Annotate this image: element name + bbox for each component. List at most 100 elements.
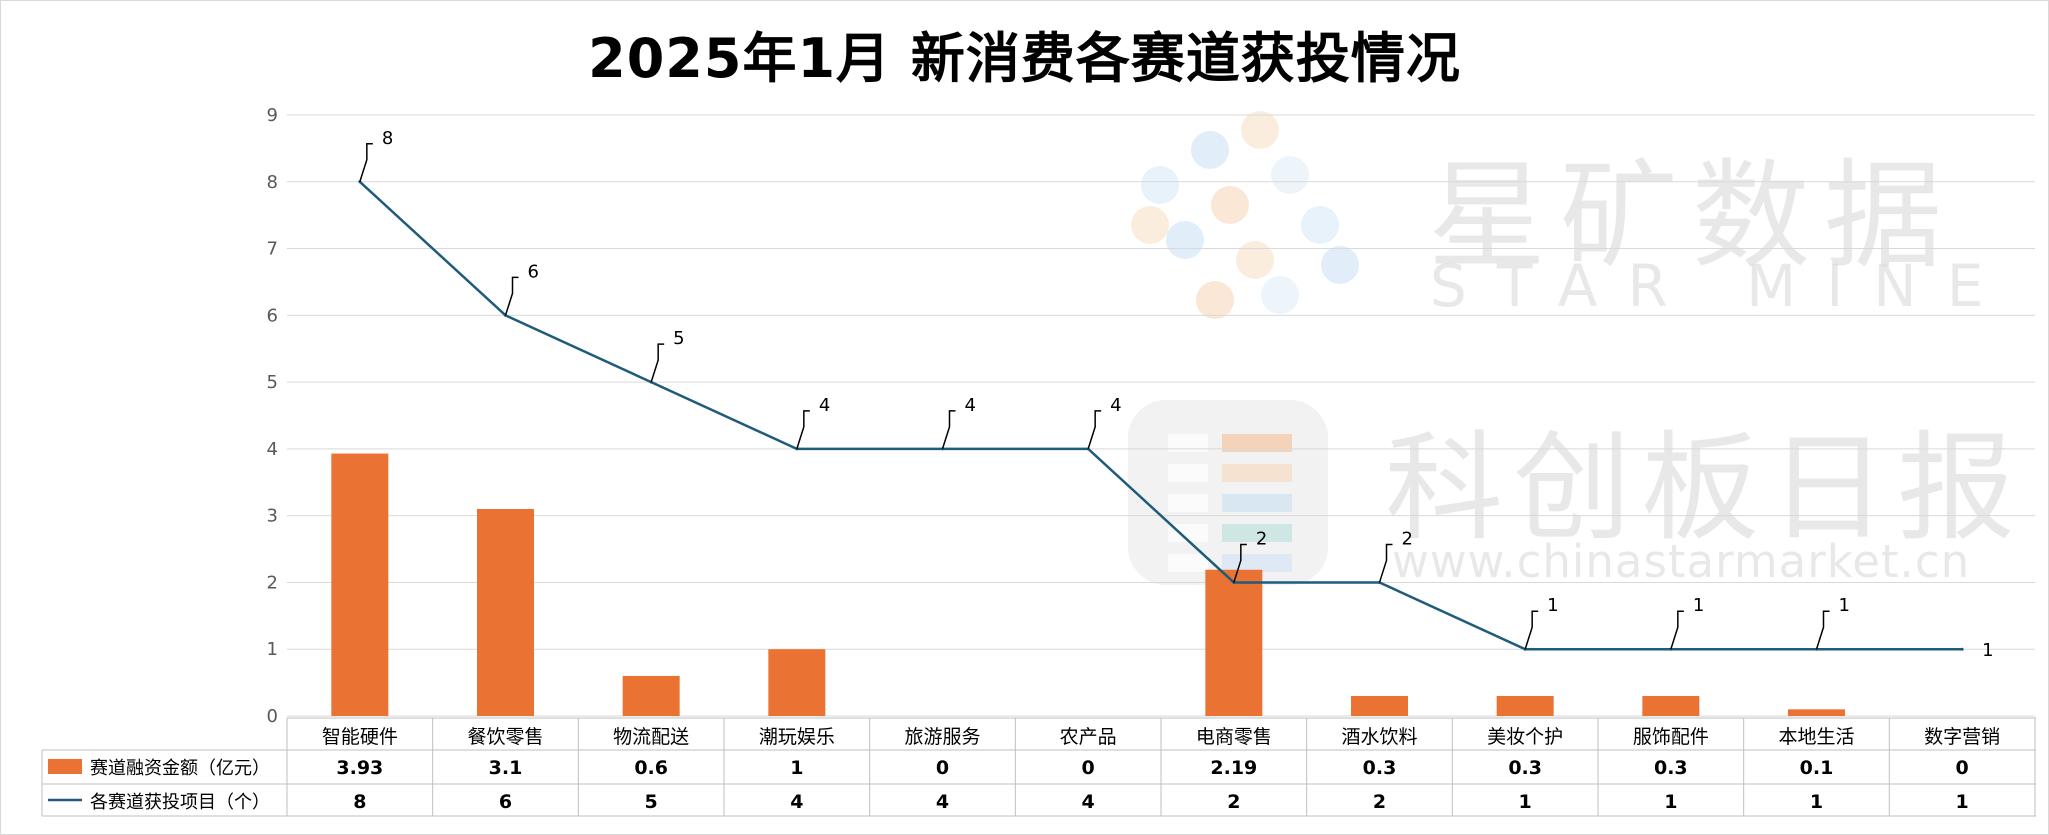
bar-6 <box>1205 569 1263 716</box>
bar-7 <box>1351 695 1408 716</box>
table-value-bar-2: 0.6 <box>634 757 668 779</box>
x-tick-label-7: 酒水饮料 <box>1341 726 1417 748</box>
x-tick-label-6: 电商零售 <box>1196 726 1272 748</box>
watermark-brand-en: STAR MINE <box>1430 252 2014 320</box>
legend-label-line: 各赛道获投项目（个） <box>90 792 270 813</box>
table-value-line-9: 1 <box>1664 791 1677 813</box>
line-data-label-7: 2 <box>1402 528 1413 549</box>
x-tick-label-10: 本地生活 <box>1778 726 1854 748</box>
watermark-dot-7 <box>1301 206 1339 244</box>
line-point-11 <box>1960 647 1964 651</box>
x-tick-label-9: 服饰配件 <box>1633 726 1709 748</box>
leader-line-0 <box>359 143 373 183</box>
table-value-line-1: 6 <box>499 791 512 813</box>
line-data-label-1: 6 <box>528 261 539 282</box>
watermark-logo-slot-0 <box>1168 434 1208 452</box>
x-tick-label-5: 农产品 <box>1060 726 1117 748</box>
table-value-line-5: 4 <box>1082 791 1095 813</box>
leader-line-5 <box>1087 410 1102 450</box>
line-data-label-3: 4 <box>819 395 830 416</box>
leader-line-9 <box>1670 610 1684 650</box>
watermark-dot-0 <box>1191 131 1229 169</box>
watermark-dot-8 <box>1196 281 1234 319</box>
line-data-label-2: 5 <box>673 328 684 349</box>
table-value-bar-4: 0 <box>936 757 949 779</box>
watermark-dot-2 <box>1141 166 1179 204</box>
watermark-logo-bar-4 <box>1222 554 1292 572</box>
leader-line-2 <box>650 343 665 383</box>
bar-3 <box>768 649 826 716</box>
y-tick-label-6: 6 <box>267 305 278 326</box>
leader-line-10 <box>1815 610 1830 650</box>
y-tick-label-2: 2 <box>267 572 278 593</box>
table-value-line-4: 4 <box>936 791 949 813</box>
table-value-bar-9: 0.3 <box>1654 757 1688 779</box>
line-series <box>358 180 1963 651</box>
line-data-label-11: 1 <box>1982 640 1993 661</box>
leader-line-4 <box>941 410 956 450</box>
table-value-line-2: 5 <box>645 791 658 813</box>
watermark-logo-slot-2 <box>1168 494 1208 512</box>
watermark-logo-slot-1 <box>1168 464 1208 482</box>
table-value-bar-7: 0.3 <box>1363 757 1397 779</box>
watermark-dot-9 <box>1261 276 1299 314</box>
x-tick-label-8: 美妆个护 <box>1487 726 1563 748</box>
x-tick-label-4: 旅游服务 <box>904 726 980 748</box>
table-value-bar-3: 1 <box>790 757 803 779</box>
bar-8 <box>1496 695 1554 716</box>
leader-line-8 <box>1524 610 1539 650</box>
y-tick-label-0: 0 <box>267 706 278 727</box>
bar-0 <box>331 453 389 716</box>
y-tick-label-1: 1 <box>267 639 278 660</box>
x-tick-label-2: 物流配送 <box>613 726 689 748</box>
bar-9 <box>1642 695 1700 716</box>
bar-1 <box>477 508 534 716</box>
watermark-logo-bar-3 <box>1222 524 1292 542</box>
y-tick-label-8: 8 <box>267 172 278 193</box>
leader-line-7 <box>1378 543 1393 583</box>
watermark-logo-slot-3 <box>1168 524 1208 542</box>
line-data-label-5: 4 <box>1110 395 1121 416</box>
watermark-logo-bar-2 <box>1222 494 1292 512</box>
watermark-url: www.chinastarmarket.cn <box>1392 535 1971 588</box>
legend-key-bar <box>48 759 82 774</box>
watermark-dot-11 <box>1131 206 1169 244</box>
watermark-logo-slot-4 <box>1168 554 1208 572</box>
watermark-paper-cn: 科创板日报 <box>1385 419 2026 557</box>
table-value-bar-0: 3.93 <box>336 757 383 779</box>
table-value-line-7: 2 <box>1373 791 1386 813</box>
x-tick-label-3: 潮玩娱乐 <box>759 726 835 748</box>
leader-line-6 <box>1233 543 1247 583</box>
line-data-label-8: 1 <box>1547 595 1558 616</box>
watermark-dot-1 <box>1241 111 1279 149</box>
legend-label-bar: 赛道融资金额（亿元） <box>90 758 270 779</box>
table-value-bar-11: 0 <box>1956 757 1969 779</box>
table-value-line-6: 2 <box>1227 791 1240 813</box>
watermark-dot-5 <box>1166 221 1204 259</box>
y-tick-label-9: 9 <box>267 105 278 126</box>
line-data-label-9: 1 <box>1693 595 1704 616</box>
leader-line-3 <box>796 410 810 450</box>
line-data-label-0: 8 <box>382 128 393 149</box>
y-tick-label-4: 4 <box>267 439 278 460</box>
table-value-bar-8: 0.3 <box>1508 757 1542 779</box>
table-value-line-10: 1 <box>1810 791 1823 813</box>
y-tick-label-5: 5 <box>267 372 278 393</box>
watermark-dot-6 <box>1236 241 1274 279</box>
table-value-line-3: 4 <box>790 791 803 813</box>
table-value-bar-1: 3.1 <box>489 757 523 779</box>
table-value-line-0: 8 <box>353 791 366 813</box>
bar-10 <box>1788 709 1845 716</box>
watermark-dot-10 <box>1321 246 1359 284</box>
watermark-dot-4 <box>1271 156 1309 194</box>
watermark-dot-3 <box>1211 186 1249 224</box>
x-tick-label-11: 数字营销 <box>1924 726 2000 748</box>
x-tick-label-0: 智能硬件 <box>322 726 398 748</box>
watermark-logo-bar-0 <box>1222 434 1292 452</box>
bar-2 <box>622 675 680 716</box>
watermark-brand-cn: 星矿数据 <box>1428 147 1957 285</box>
table-value-bar-10: 0.1 <box>1800 757 1834 779</box>
y-tick-label-7: 7 <box>267 239 278 260</box>
x-tick-label-1: 餐饮零售 <box>467 726 543 748</box>
